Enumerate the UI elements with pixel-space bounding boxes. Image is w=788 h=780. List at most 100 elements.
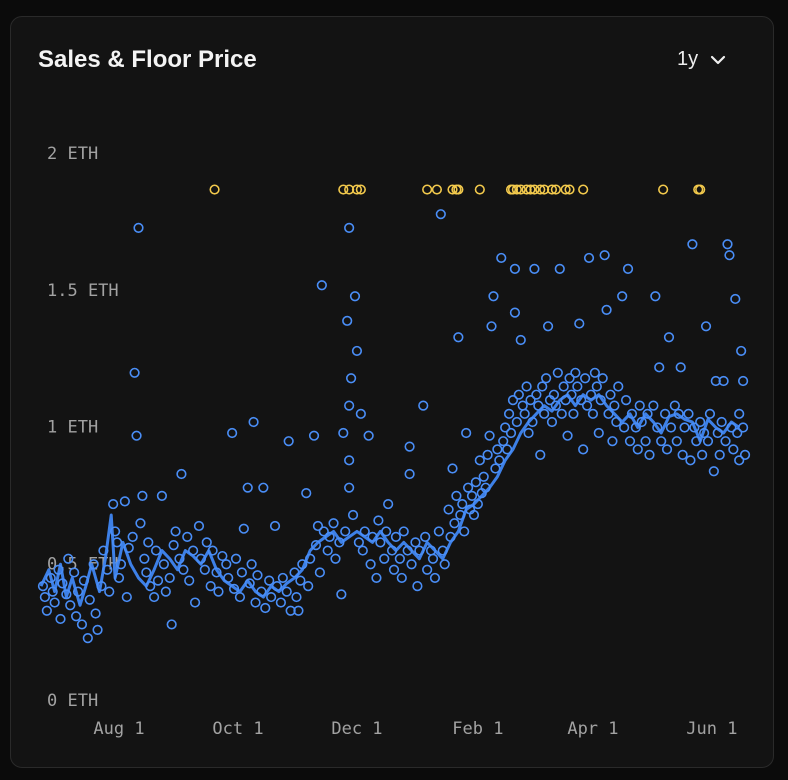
- sale-point: [517, 400, 528, 411]
- sale-point: [90, 608, 101, 619]
- sale-point: [502, 444, 513, 455]
- range-dropdown[interactable]: 1y: [677, 48, 726, 71]
- sale-point: [57, 578, 68, 589]
- sale-point: [386, 545, 398, 556]
- sale-point: [195, 553, 207, 564]
- sale-point: [256, 586, 267, 597]
- y-tick-label: 1.5 ETH: [47, 281, 119, 301]
- sale-point: [345, 373, 357, 384]
- sale-point: [404, 468, 415, 480]
- chevron-icon[interactable]: [710, 55, 726, 65]
- sale-point: [650, 291, 661, 302]
- sale-point: [207, 545, 218, 556]
- sale-point: [422, 564, 433, 575]
- sale-point: [322, 545, 333, 556]
- sale-point: [671, 436, 682, 447]
- sale-point: [619, 422, 630, 433]
- sale-point: [443, 504, 454, 515]
- sale-point: [597, 373, 608, 384]
- sale-point: [318, 526, 329, 537]
- sale-point: [724, 250, 735, 261]
- sale-point: [115, 559, 127, 570]
- range-label[interactable]: 1y: [677, 48, 699, 70]
- sale-point: [601, 304, 612, 315]
- sale-point: [98, 545, 109, 556]
- sale-point: [328, 518, 339, 529]
- sale-point: [665, 422, 677, 433]
- sale-point: [63, 553, 74, 564]
- sale-point: [447, 463, 458, 474]
- sale-point: [150, 545, 162, 556]
- sale-point: [550, 400, 561, 411]
- sale-point: [439, 559, 450, 570]
- sale-point: [437, 545, 448, 556]
- sale-point: [429, 572, 441, 584]
- sale-point: [737, 422, 749, 433]
- sale-point: [535, 449, 546, 460]
- sale-point: [730, 293, 741, 305]
- sale-point: [695, 184, 706, 195]
- sale-point: [486, 321, 497, 332]
- sale-point: [496, 252, 507, 264]
- sale-point: [104, 586, 115, 597]
- sale-point: [168, 540, 179, 551]
- sale-point: [576, 395, 587, 406]
- sale-point: [65, 600, 76, 611]
- sale-point: [700, 321, 712, 332]
- sale-point: [542, 321, 554, 332]
- sale-point: [266, 591, 277, 603]
- sale-point: [347, 509, 359, 521]
- sale-point: [580, 373, 591, 384]
- sale-point: [264, 575, 275, 586]
- sale-point: [113, 572, 125, 584]
- sale-point: [620, 395, 632, 406]
- sale-point: [344, 482, 355, 493]
- sale-point: [548, 389, 560, 400]
- sale-point: [550, 184, 561, 195]
- sale-point: [609, 400, 620, 411]
- sale-point: [447, 184, 458, 195]
- sale-point: [390, 531, 402, 543]
- y-tick-label: 0 ETH: [47, 691, 98, 711]
- sale-point: [685, 455, 696, 466]
- sale-point: [568, 408, 579, 419]
- sale-point: [242, 482, 253, 493]
- sale-point: [698, 427, 710, 439]
- sale-point: [269, 520, 281, 532]
- sale-point: [511, 184, 522, 195]
- sale-point: [76, 619, 88, 630]
- sale-point: [531, 389, 542, 400]
- sale-point: [683, 408, 694, 419]
- sale-point: [388, 564, 400, 575]
- sale-point: [474, 184, 485, 195]
- sale-point: [480, 482, 491, 493]
- sale-point: [119, 496, 130, 507]
- sale-point: [718, 375, 729, 387]
- sale-point: [295, 575, 306, 586]
- sale-point: [572, 381, 583, 392]
- sale-point: [137, 490, 148, 501]
- sale-point: [737, 375, 749, 387]
- x-tick-label: Aug 1: [93, 719, 144, 739]
- sale-point: [622, 263, 634, 274]
- sale-point: [410, 537, 421, 548]
- sale-point: [468, 509, 480, 521]
- sale-point: [371, 572, 382, 584]
- sale-point: [402, 545, 413, 556]
- sale-point: [71, 611, 82, 622]
- sale-point: [182, 531, 193, 543]
- sale-point: [687, 239, 698, 250]
- sale-point: [365, 559, 376, 570]
- sale-point: [61, 589, 72, 600]
- sale-point: [139, 553, 150, 564]
- sale-point: [152, 575, 164, 586]
- sale-point: [556, 408, 567, 419]
- sale-point: [45, 572, 56, 584]
- sale-point: [691, 436, 702, 447]
- sale-point: [351, 345, 363, 357]
- sale-point: [511, 416, 522, 428]
- sale-point: [472, 498, 483, 510]
- sale-point: [640, 436, 651, 447]
- sale-point: [541, 373, 552, 384]
